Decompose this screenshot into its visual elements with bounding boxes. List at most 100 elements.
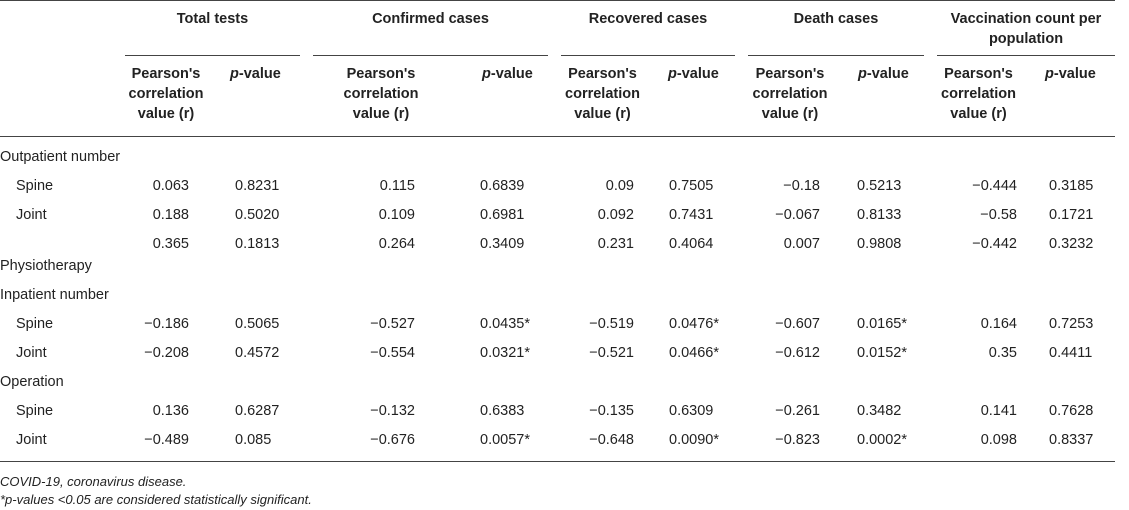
cell-r: −0.444 [972, 178, 1017, 194]
cell-r: 0.188 [152, 207, 189, 223]
subheader-p-value-3: p-value [668, 64, 719, 84]
cell-p: 0.6981 [480, 207, 525, 223]
cell-r: −0.521 [589, 345, 634, 361]
row-label: Operation [0, 374, 64, 390]
cell-r: 0.09 [605, 178, 634, 194]
cell-r: 0.109 [378, 207, 415, 223]
cell-p: 0.6383 [480, 403, 525, 419]
cell-r: −0.208 [144, 345, 189, 361]
group-rule-4 [748, 55, 924, 56]
cell-p: 0.5065 [235, 316, 280, 332]
cell-r: −0.489 [144, 432, 189, 448]
p-suffix: -value [866, 66, 909, 82]
row-label: Physiotherapy [0, 258, 92, 274]
cell-p: 0.1813 [235, 236, 280, 252]
cell-r: −0.648 [589, 432, 634, 448]
cell-p: 0.4572 [235, 345, 280, 361]
cell-r: −0.554 [370, 345, 415, 361]
cell-p: 0.6309 [669, 403, 714, 419]
cell-r: 0.164 [980, 316, 1017, 332]
cell-p: 0.4064 [669, 236, 714, 252]
cell-p: 0.0321* [480, 345, 530, 361]
subheader-p-value-2: p-value [482, 64, 533, 84]
subheader-pearson-r-2: Pearson's correlation value (r) [343, 66, 419, 122]
cell-r: −0.607 [775, 316, 820, 332]
cell-r: 0.063 [152, 178, 189, 194]
cell-p: 0.0476* [669, 316, 719, 332]
cell-r: 0.264 [378, 236, 415, 252]
p-italic: p [668, 66, 677, 82]
cell-r: −0.18 [783, 178, 820, 194]
subheader-p-value-1: p-value [230, 64, 281, 84]
cell-r: −0.067 [775, 207, 820, 223]
group-rule-3 [561, 55, 735, 56]
p-suffix: -value [676, 66, 719, 82]
cell-r: −0.442 [972, 236, 1017, 252]
cell-p: 0.7628 [1049, 403, 1094, 419]
p-italic: p [1045, 66, 1054, 82]
cell-p: 0.3409 [480, 236, 525, 252]
cell-p: 0.6839 [480, 178, 525, 194]
row-label: Spine [16, 178, 54, 194]
cell-p: 0.8231 [235, 178, 280, 194]
cell-p: 0.5213 [857, 178, 902, 194]
cell-r: 0.092 [597, 207, 634, 223]
group-rule-5 [937, 55, 1115, 56]
row-label: Outpatient number [0, 149, 121, 165]
cell-r: −0.261 [775, 403, 820, 419]
cell-r: −0.519 [589, 316, 634, 332]
cell-r: −0.132 [370, 403, 415, 419]
row-label: Inpatient number [0, 287, 109, 303]
cell-r: 0.136 [152, 403, 189, 419]
cell-p: 0.8133 [857, 207, 902, 223]
cell-r: −0.58 [980, 207, 1017, 223]
cell-r: 0.35 [988, 345, 1017, 361]
cell-r: 0.231 [597, 236, 634, 252]
cell-r: 0.115 [379, 178, 415, 194]
cell-r: 0.007 [783, 236, 820, 252]
cell-p: 0.0152* [857, 345, 907, 361]
cell-p: 0.6287 [235, 403, 280, 419]
cell-p: 0.7431 [669, 207, 714, 223]
p-suffix: -value [490, 66, 533, 82]
cell-p: 0.3232 [1049, 236, 1094, 252]
cell-r: −0.676 [370, 432, 415, 448]
row-label: Joint [16, 207, 47, 223]
cell-r: −0.527 [370, 316, 415, 332]
subheader-pearson-r-3: Pearson's correlation value (r) [565, 66, 640, 122]
table-bottom-rule [0, 461, 1115, 462]
cell-p: 0.5020 [235, 207, 280, 223]
p-suffix: -value [1053, 66, 1096, 82]
cell-p: 0.4411 [1049, 345, 1093, 361]
cell-r: −0.135 [589, 403, 634, 419]
group-rule-2 [313, 55, 548, 56]
subheader-pearson-r-4: Pearson's correlation value (r) [752, 66, 828, 122]
footnote-abbreviation: COVID-19, coronavirus disease. [0, 474, 187, 489]
cell-r: −0.186 [144, 316, 189, 332]
cell-p: 0.9808 [857, 236, 902, 252]
cell-p: 0.8337 [1049, 432, 1094, 448]
group-header-2: Confirmed cases [372, 11, 489, 27]
row-label: Spine [16, 316, 54, 332]
group-rule-1 [125, 55, 300, 56]
cell-p: 0.0466* [669, 345, 719, 361]
cell-p: 0.0057* [480, 432, 530, 448]
cell-p: 0.7505 [669, 178, 714, 194]
group-header-5: Vaccination count per population [950, 11, 1102, 47]
cell-p: 0.1721 [1049, 207, 1094, 223]
group-header-4: Death cases [793, 11, 879, 27]
group-header-3: Recovered cases [588, 11, 708, 27]
p-suffix: -value [238, 66, 281, 82]
row-label: Joint [16, 345, 47, 361]
subheader-p-value-5: p-value [1045, 64, 1096, 84]
cell-r: 0.098 [980, 432, 1017, 448]
cell-r: −0.612 [775, 345, 820, 361]
group-header-1: Total tests [176, 11, 249, 27]
footnote-significance: *p-values <0.05 are considered statistic… [0, 492, 312, 507]
cell-r: 0.365 [152, 236, 189, 252]
cell-p: 0.0002* [857, 432, 907, 448]
cell-p: 0.7253 [1049, 316, 1094, 332]
subheader-pearson-r-1: Pearson's correlation value (r) [128, 66, 204, 122]
row-label: Joint [16, 432, 47, 448]
cell-r: −0.823 [775, 432, 820, 448]
